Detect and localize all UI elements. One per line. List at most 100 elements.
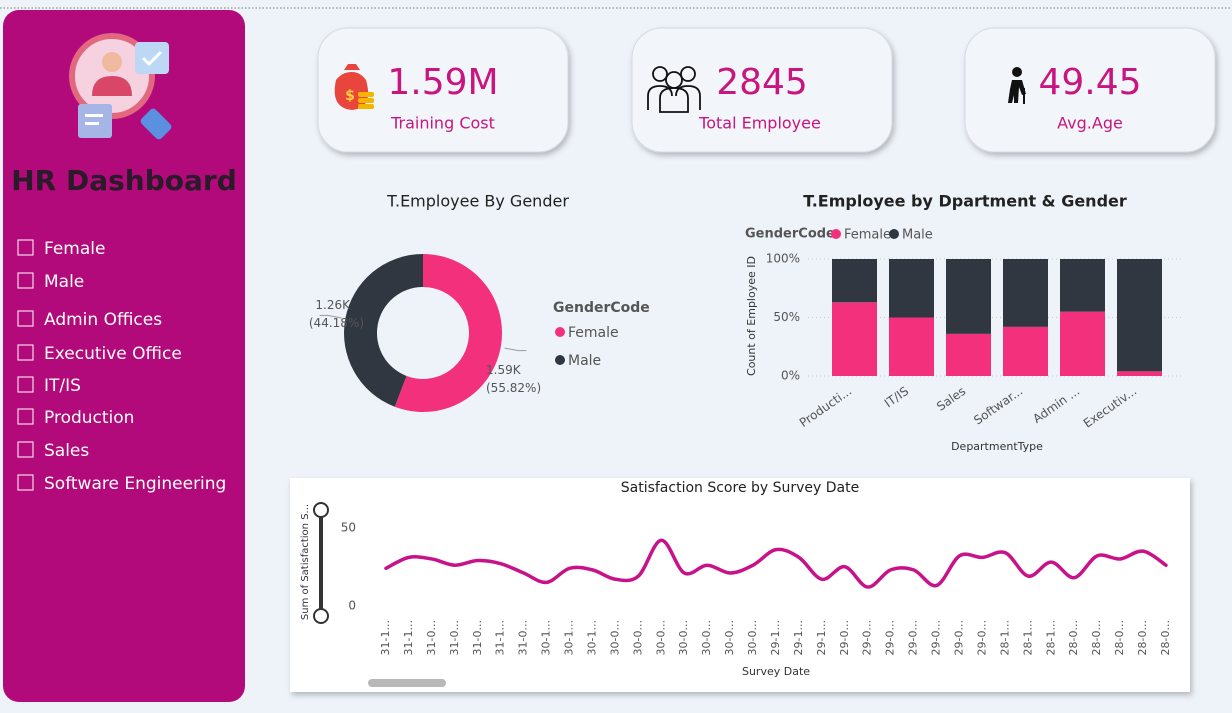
data-label: 1.26K [315, 298, 351, 312]
kpi-card [964, 27, 1216, 153]
x-tick-label: 28-0... [1159, 620, 1172, 655]
x-tick-label: 31-1... [494, 620, 507, 655]
y-tick-label: 0% [781, 369, 800, 383]
filter-label: Software Engineering [44, 474, 226, 494]
filter-item[interactable]: Production [17, 408, 134, 428]
kpi-value: 2845 [716, 62, 808, 103]
bar-segment [1060, 259, 1105, 312]
x-tick-label: 31-0... [425, 620, 438, 655]
range-slider [313, 502, 329, 624]
x-tick-label: Softwar... [971, 384, 1025, 428]
bar-segment [1003, 326, 1048, 376]
filter-label: Admin Offices [44, 310, 162, 330]
x-tick-label: 31-1... [379, 620, 392, 655]
kpi-label: Total Employee [698, 114, 821, 133]
percent-label: (44.18%) [309, 316, 364, 330]
checkbox [17, 310, 34, 327]
kpi-label: Training Cost [390, 114, 495, 133]
filter-label: Male [44, 272, 84, 292]
group-icon [647, 66, 701, 113]
x-tick-label: 29-1... [792, 620, 805, 655]
x-tick-label: 30-0... [631, 620, 644, 655]
y-tick-label: 100% [766, 252, 800, 266]
x-tick-label: 29-0... [975, 620, 988, 655]
y-tick-label: 0 [348, 598, 356, 612]
kpi-value: 49.45 [1038, 62, 1141, 103]
bar-segment [832, 259, 877, 303]
x-tick-label: Admin ... [1030, 384, 1082, 426]
x-tick-label: 28-0... [1067, 620, 1080, 655]
x-tick-label: 30-0... [700, 620, 713, 655]
x-tick-label: 31-0... [448, 620, 461, 655]
svg-text:$: $ [345, 88, 355, 104]
x-tick-label: 28-0... [1113, 620, 1126, 655]
checkbox [17, 474, 34, 491]
bar-segment [1003, 259, 1048, 327]
x-tick-label: 29-0... [884, 620, 897, 655]
legend-label: Male [902, 228, 933, 243]
legend-marker [889, 229, 899, 239]
leader-line [504, 347, 527, 352]
filter-item[interactable]: Executive Office [17, 344, 182, 364]
filter-item[interactable]: Sales [17, 441, 89, 461]
filter-label: Sales [44, 441, 89, 461]
filter-label: Female [44, 239, 105, 259]
scrollbar [368, 679, 446, 687]
y-tick-label: 50 [341, 520, 356, 534]
bar-segment [1117, 259, 1162, 372]
x-tick-label: 31-0... [471, 620, 484, 655]
x-tick-label: 30-1... [585, 620, 598, 655]
legend-label: Female [568, 325, 619, 341]
filter-item[interactable]: Admin Offices [17, 310, 162, 330]
bar-segment [946, 259, 991, 334]
x-tick-label: Producti... [797, 384, 854, 430]
x-tick-label: 31-1... [402, 620, 415, 655]
bar-segment [1060, 311, 1105, 376]
data-label: 1.59K [486, 363, 522, 377]
x-tick-label: 29-0... [907, 620, 920, 655]
donut-slice [344, 254, 423, 407]
bar-segment [1117, 371, 1162, 376]
x-tick-label: Executiv... [1081, 384, 1139, 431]
kpi-card [631, 27, 893, 153]
x-axis-label: DepartmentType [951, 440, 1043, 453]
chart-title: Satisfaction Score by Survey Date [621, 480, 860, 496]
x-tick-label: 31-0... [517, 620, 530, 655]
bar-segment [889, 259, 934, 318]
sidebar-title: HR Dashboard [11, 164, 237, 197]
checkbox [17, 239, 34, 256]
x-tick-label: 29-0... [953, 620, 966, 655]
money-icon: $ [334, 64, 374, 110]
x-tick-label: 29-0... [838, 620, 851, 655]
x-tick-label: 30-0... [723, 620, 736, 655]
filter-item[interactable]: Female [17, 239, 105, 259]
x-tick-label: 29-0... [930, 620, 943, 655]
x-tick-label: 30-0... [608, 620, 621, 655]
filter-item[interactable]: Male [17, 272, 84, 292]
x-tick-label: 29-0... [861, 620, 874, 655]
percent-label: (55.82%) [486, 381, 541, 395]
legend-title: GenderCode [553, 300, 650, 316]
y-tick-label: 50% [773, 310, 800, 324]
x-axis-label: Survey Date [742, 665, 810, 678]
x-tick-label: 28-1... [998, 620, 1011, 655]
line [384, 538, 1168, 589]
legend-title: GenderCode [745, 227, 835, 242]
filter-label: IT/IS [44, 376, 81, 396]
filter-item[interactable]: IT/IS [17, 376, 81, 396]
x-tick-label: 30-1... [563, 620, 576, 655]
elder-icon [1008, 67, 1026, 104]
legend-marker [555, 355, 565, 365]
y-axis-label: Sum of Satisfaction S... [300, 504, 311, 620]
x-tick-label: 28-0... [1090, 620, 1103, 655]
legend-marker [831, 229, 841, 239]
x-tick-label: Sales [934, 384, 968, 414]
filter-item[interactable]: Software Engineering [17, 474, 226, 494]
x-tick-label: 28-1... [1021, 620, 1034, 655]
x-tick-label: 30-0... [677, 620, 690, 655]
kpi-card [317, 27, 569, 153]
donut-slice [394, 254, 502, 412]
x-tick-label: 30-0... [654, 620, 667, 655]
legend-label: Male [568, 353, 601, 369]
x-tick-label: 28-1... [1044, 620, 1057, 655]
